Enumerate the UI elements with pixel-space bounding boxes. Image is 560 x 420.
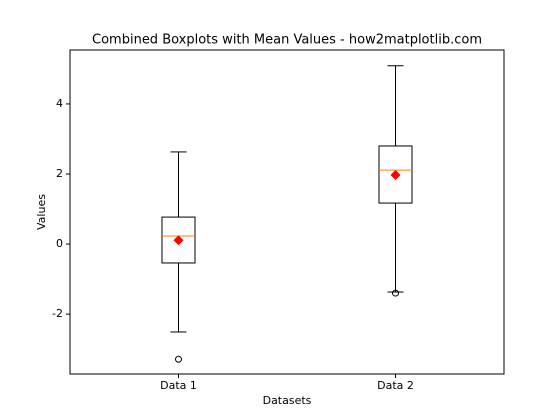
y-tick-label: 0	[56, 237, 63, 250]
mean-marker	[173, 235, 184, 246]
y-tick-label: 4	[56, 97, 63, 110]
chart-title: Combined Boxplots with Mean Values - how…	[92, 33, 482, 48]
y-axis-label: Values	[35, 194, 48, 230]
outlier	[175, 355, 182, 363]
y-tick-label: 2	[56, 167, 63, 180]
x-tick-label: Data 2	[377, 379, 414, 392]
x-tick-label: Data 1	[160, 379, 197, 392]
y-tick-label: -2	[52, 307, 63, 320]
x-axis-label: Datasets	[263, 394, 312, 407]
box	[378, 145, 413, 204]
mean-marker	[390, 170, 401, 181]
outlier	[392, 289, 399, 297]
plot-frame	[69, 49, 505, 375]
box	[161, 216, 196, 264]
